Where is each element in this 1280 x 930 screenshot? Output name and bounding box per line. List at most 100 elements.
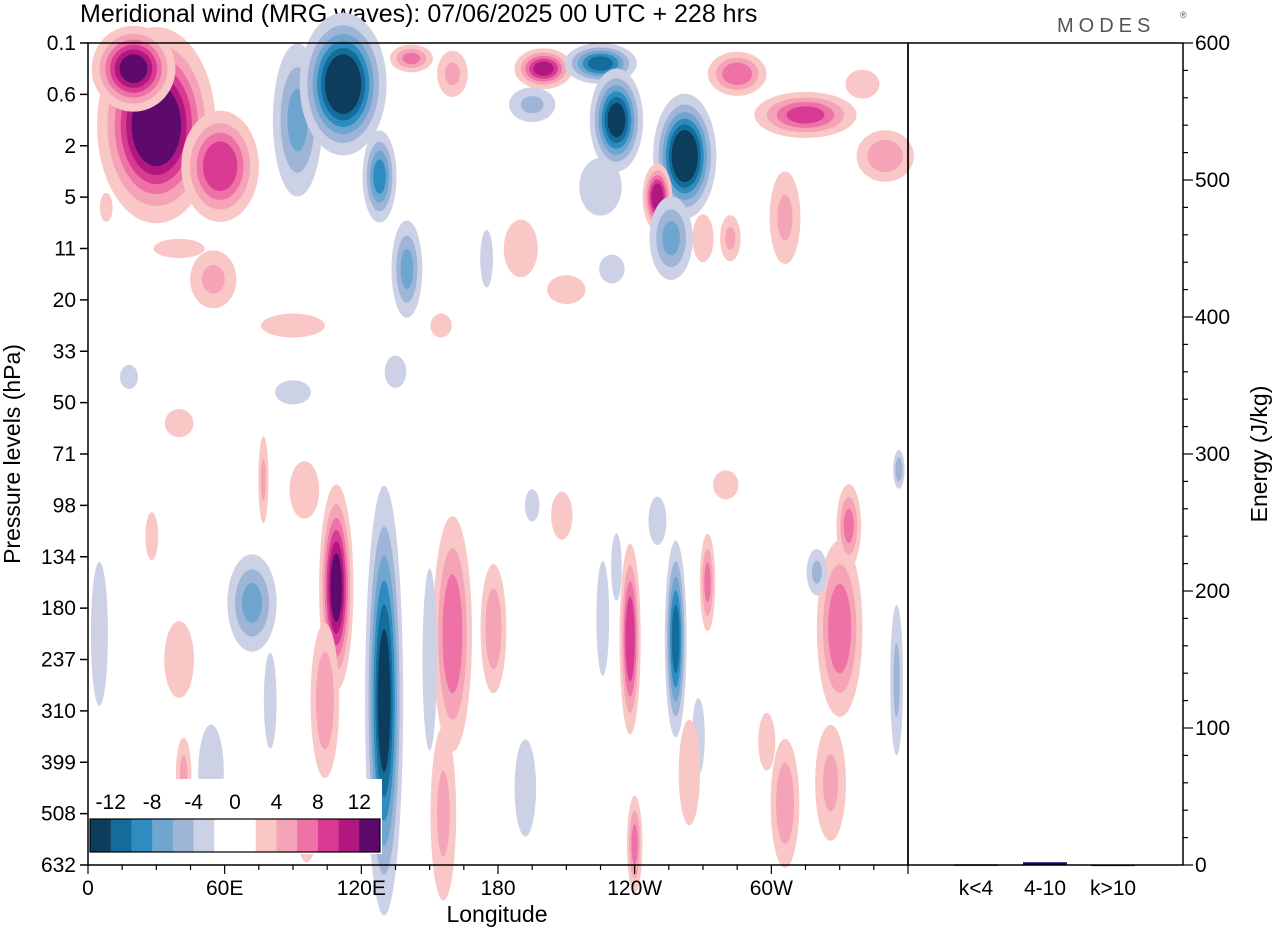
energy-tick-label: 100 <box>1195 717 1230 740</box>
contour-blob <box>485 588 502 670</box>
colorbar-label: -12 <box>96 791 126 814</box>
bar-frame <box>907 42 1184 866</box>
contour-blob <box>722 62 753 85</box>
contour-blob <box>599 254 625 284</box>
energy-tick-label: 500 <box>1195 169 1230 192</box>
contour-blob <box>551 491 573 540</box>
contour-blob <box>315 652 334 750</box>
contour-blob <box>524 489 540 522</box>
contour-blob <box>503 219 538 278</box>
contour-blob <box>596 560 610 677</box>
y-tick-label: 11 <box>54 238 76 261</box>
contour-blob <box>120 364 138 390</box>
x-tick-label: 0 <box>82 877 94 900</box>
contour-blob <box>202 141 238 192</box>
colorbar: -12 -8 -4 0 4 8 12 <box>88 779 382 854</box>
x-tick-label: 120E <box>337 877 386 900</box>
contour-blob <box>704 562 711 603</box>
colorbar-swatch <box>297 819 319 852</box>
energy-category-label: 4-10 <box>1024 877 1066 900</box>
y-axis-label: Pressure levels (hPa) <box>0 344 25 564</box>
contour-blob <box>678 719 700 826</box>
contour-blob <box>713 470 739 500</box>
colorbar-label: -8 <box>143 791 162 814</box>
contour-blob <box>164 409 194 438</box>
x-tick-label: 120W <box>607 877 662 900</box>
x-tick-label: 60W <box>750 877 793 900</box>
contour-blob <box>145 512 159 561</box>
contour-blob <box>611 533 622 601</box>
contour-blob <box>99 192 113 222</box>
contour-blob <box>671 604 680 674</box>
y-tick-label: 632 <box>41 854 76 877</box>
y-tick-label: 98 <box>53 494 76 517</box>
colorbar-label: 4 <box>271 791 283 814</box>
brand-logo: MODES <box>1057 15 1155 37</box>
contour-blob <box>648 496 667 546</box>
colorbar-swatch <box>110 819 132 852</box>
contour-blob <box>330 553 342 622</box>
contour-blob <box>324 54 362 114</box>
y-tick-label: 5 <box>64 186 76 209</box>
contour-blob <box>260 458 266 502</box>
y-tick-label: 0.6 <box>47 83 76 106</box>
contour-blob <box>671 129 698 183</box>
energy-tick-label: 300 <box>1195 443 1230 466</box>
colorbar-swatch <box>193 819 215 852</box>
contour-blob <box>444 62 461 86</box>
colorbar-swatch <box>359 819 381 852</box>
contour-blob <box>607 102 626 138</box>
colorbar-label: 0 <box>229 791 241 814</box>
contour-blob <box>422 568 437 751</box>
y-tick-label: 237 <box>41 649 76 672</box>
contour-blob <box>625 596 635 682</box>
contour-blob <box>631 824 638 865</box>
contour-blob <box>843 508 854 544</box>
contour-blob <box>758 712 776 771</box>
contour-blob <box>587 56 614 71</box>
energy-tick-label: 0 <box>1195 854 1207 877</box>
contour-blob <box>119 54 148 83</box>
contour-blob <box>261 313 325 338</box>
colorbar-label: 12 <box>348 791 371 814</box>
contour-blob <box>845 69 880 99</box>
contour-blob <box>275 380 311 405</box>
colorbar-frame <box>89 818 381 853</box>
energy-category-label: k<4 <box>959 877 994 900</box>
contour-blob <box>828 584 852 674</box>
contour-blob <box>777 194 793 241</box>
contour-field <box>90 12 914 916</box>
colorbar-swatch <box>317 819 340 852</box>
y-tick-label: 399 <box>41 751 76 774</box>
energy-tick-label: 400 <box>1195 306 1230 329</box>
contour-blob <box>786 106 825 124</box>
y-tick-label: 33 <box>53 340 76 363</box>
registered-mark-icon: ® <box>1180 10 1187 20</box>
contour-blob <box>153 238 205 259</box>
colorbar-swatch <box>235 819 257 852</box>
y-tick-label: 134 <box>41 546 76 569</box>
colorbar-swatch <box>338 819 360 852</box>
y-tick-label: 20 <box>53 289 76 312</box>
contour-blob <box>520 96 544 114</box>
contour-blob <box>776 762 794 844</box>
contour-blob <box>533 61 554 76</box>
contour-blob <box>373 159 386 194</box>
contour-blob <box>692 214 714 263</box>
y-tick-label: 508 <box>41 803 76 826</box>
contour-blob <box>241 582 263 624</box>
heatmap-axes: 0.1 0.6 2 5 11 20 33 50 71 98 134 180 237 310 399 508 63… <box>41 32 909 900</box>
y-tick-label: 2 <box>64 135 76 158</box>
x-axis-label: Longitude <box>446 901 547 927</box>
energy-category-label: k>10 <box>1090 877 1136 900</box>
colorbar-swatch <box>131 819 153 852</box>
contour-blob <box>201 265 225 294</box>
contour-blob <box>480 229 493 288</box>
contour-blob <box>514 739 537 837</box>
colorbar-swatch <box>152 819 174 852</box>
y-tick-label: 0.1 <box>47 32 76 55</box>
contour-blob <box>442 574 463 694</box>
contour-blob <box>893 642 900 718</box>
y-tick-label: 310 <box>41 700 76 723</box>
